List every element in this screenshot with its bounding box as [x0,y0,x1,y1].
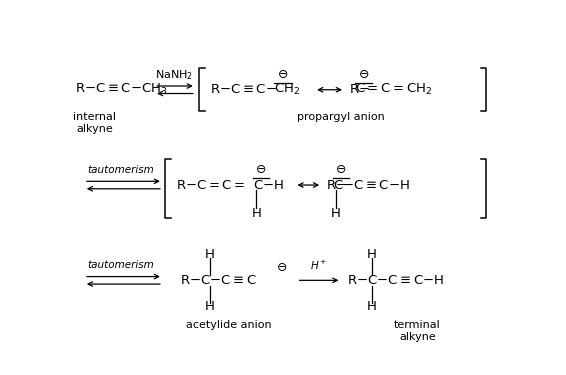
Text: C$-$H: C$-$H [253,178,284,192]
Text: C$-$C$\equiv$C$-$H: C$-$C$\equiv$C$-$H [333,178,410,192]
Text: R$-$C$=$C$=$: R$-$C$=$C$=$ [176,178,245,192]
Text: H$^+$: H$^+$ [310,259,327,272]
Text: propargyl anion: propargyl anion [297,112,384,122]
Text: R$-$: R$-$ [349,83,370,96]
Text: H: H [205,300,215,313]
Text: H: H [331,207,341,220]
Text: alkyne: alkyne [76,124,113,134]
Text: R$-$C$-$C$\equiv$C: R$-$C$-$C$\equiv$C [181,274,257,287]
Text: NaNH$_2$: NaNH$_2$ [155,68,192,82]
Text: tautomerism: tautomerism [88,165,155,175]
Text: internal: internal [74,112,117,122]
Text: $\ominus$: $\ominus$ [335,163,346,176]
Text: $\ominus$: $\ominus$ [255,163,267,176]
Text: $\ominus$: $\ominus$ [358,68,369,81]
Text: C$=$C$=$CH$_2$: C$=$C$=$CH$_2$ [354,82,432,97]
Text: H: H [367,300,377,313]
Text: R$-$C$-$C$\equiv$C$-$H: R$-$C$-$C$\equiv$C$-$H [347,274,444,287]
Text: tautomerism: tautomerism [88,260,155,270]
Text: acetylide anion: acetylide anion [186,320,272,330]
Text: alkyne: alkyne [399,332,436,342]
Text: $\ominus$: $\ominus$ [276,261,288,274]
Text: $\ominus$: $\ominus$ [277,68,289,81]
Text: R$-$C$\equiv$C$-$: R$-$C$\equiv$C$-$ [210,83,277,96]
Text: H: H [251,207,261,220]
Text: CH$_2$: CH$_2$ [275,82,301,97]
Text: R$-$C$\equiv$C$-$CH$_3$: R$-$C$\equiv$C$-$CH$_3$ [75,82,168,97]
Text: H: H [367,248,377,261]
Text: H: H [205,248,215,261]
Text: terminal: terminal [394,320,441,330]
Text: R$-$: R$-$ [327,178,348,192]
